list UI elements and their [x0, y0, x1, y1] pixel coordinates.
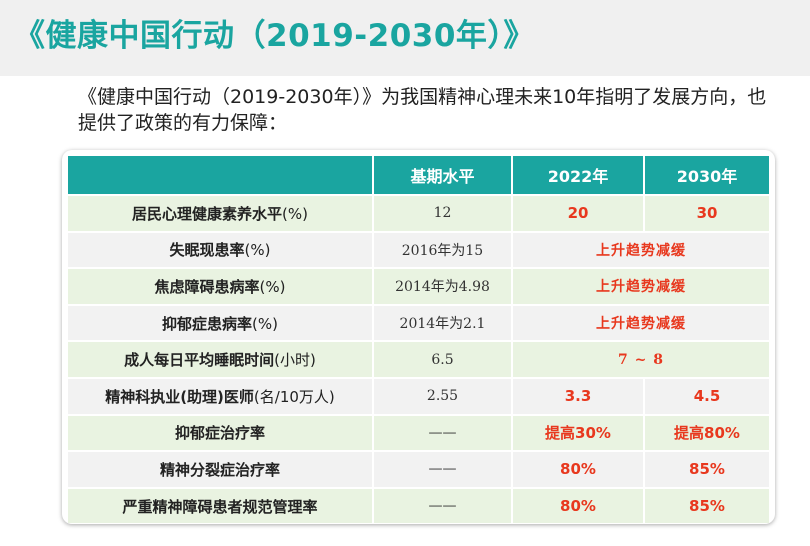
target-2030-cell: 4.5 [644, 376, 769, 415]
indicator-unit: (%) [259, 277, 286, 296]
table-row: 焦虑障碍患病率(%) 2014年为4.98 上升趋势减缓 [68, 267, 769, 305]
baseline-cell: 2014年为4.98 [373, 267, 513, 305]
table-row: 居民心理健康素养水平(%) 12 20 30 [68, 194, 769, 232]
indicator-name: 抑郁症治疗率 [174, 424, 265, 443]
slide-title: 《健康中国行动（2019-2030年）》 [14, 18, 535, 54]
target-2022-cell: 3.3 [512, 376, 645, 415]
indicator-name: 失眠现患率 [169, 241, 245, 260]
table-header-row: 基期水平 2022年 2030年 [68, 156, 769, 195]
row-label-cell: 居民心理健康素养水平(%) [68, 194, 374, 232]
target-trend-cell: 上升趋势减缓 [512, 267, 769, 305]
target-2030-cell: 30 [644, 194, 769, 232]
baseline-cell: —— [373, 450, 513, 488]
baseline-cell: 12 [373, 194, 513, 232]
indicator-name: 焦虑障碍患病率 [154, 277, 260, 296]
baseline-cell: —— [373, 413, 513, 452]
target-2030-cell: 提高80% [644, 413, 769, 452]
indicator-name: 精神分裂症治疗率 [159, 460, 280, 479]
table-row: 精神分裂症治疗率 —— 80% 85% [68, 450, 769, 488]
row-label-cell: 严重精神障碍患者规范管理率 [68, 486, 374, 524]
target-2022-cell: 提高30% [512, 413, 645, 452]
indicator-unit: (%) [282, 204, 308, 223]
target-2022-cell: 80% [512, 486, 645, 524]
table-row: 严重精神障碍患者规范管理率 —— 80% 85% [68, 486, 769, 524]
indicator-unit: (%) [252, 314, 278, 333]
header-2030: 2030年 [644, 156, 769, 195]
table-row: 抑郁症患病率(%) 2014年为2.1 上升趋势减缓 [68, 303, 769, 342]
baseline-cell: 2.55 [373, 376, 513, 415]
row-label-cell: 成人每日平均睡眠时间(小时) [68, 340, 374, 378]
title-band [0, 0, 810, 76]
indicator-name: 居民心理健康素养水平 [132, 204, 283, 223]
indicator-table-card: 基期水平 2022年 2030年 居民心理健康素养水平(%) 12 20 30 失眠现患… [62, 150, 775, 524]
row-label-cell: 精神科执业(助理)医师(名/10万人) [68, 376, 374, 415]
indicator-unit: (名/10万人) [253, 387, 335, 406]
indicator-name: 成人每日平均睡眠时间 [124, 351, 275, 370]
header-2022: 2022年 [512, 156, 645, 195]
intro-paragraph: 《健康中国行动（2019-2030年）》为我国精神心理未来10年指明了发展方向，… [78, 86, 767, 134]
target-2022-cell: 20 [512, 194, 645, 232]
baseline-cell: 6.5 [373, 340, 513, 378]
target-2030-cell: 85% [644, 450, 769, 488]
indicator-unit: (小时) [274, 351, 316, 370]
baseline-cell: 2016年为15 [373, 230, 513, 269]
indicator-unit: (%) [244, 241, 271, 260]
header-indicator [68, 156, 374, 195]
row-label-cell: 焦虑障碍患病率(%) [68, 267, 374, 305]
indicator-name: 严重精神障碍患者规范管理率 [122, 497, 318, 516]
row-label-cell: 失眠现患率(%) [68, 230, 374, 269]
target-2022-cell: 80% [512, 450, 645, 488]
target-trend-cell: 上升趋势减缓 [512, 303, 769, 342]
indicator-name: 抑郁症患病率 [162, 314, 253, 333]
target-trend-cell: 上升趋势减缓 [512, 230, 769, 269]
baseline-cell: —— [373, 486, 513, 524]
target-trend-cell: 7 ~ 8 [512, 340, 769, 378]
table-body: 居民心理健康素养水平(%) 12 20 30 失眠现患率(%) 2016年为15 上升趋势减… [68, 194, 769, 524]
table-row: 成人每日平均睡眠时间(小时) 6.5 7 ~ 8 [68, 340, 769, 378]
table-row: 精神科执业(助理)医师(名/10万人) 2.55 3.3 4.5 [68, 376, 769, 415]
header-baseline: 基期水平 [373, 156, 513, 195]
row-label-cell: 抑郁症治疗率 [68, 413, 374, 452]
target-2030-cell: 85% [644, 486, 769, 524]
row-label-cell: 抑郁症患病率(%) [68, 303, 374, 342]
table-row: 失眠现患率(%) 2016年为15 上升趋势减缓 [68, 230, 769, 269]
table-row: 抑郁症治疗率 —— 提高30% 提高80% [68, 413, 769, 452]
indicator-table: 基期水平 2022年 2030年 居民心理健康素养水平(%) 12 20 30 失眠现患… [68, 156, 769, 524]
row-label-cell: 精神分裂症治疗率 [68, 450, 374, 488]
indicator-name: 精神科执业(助理)医师 [105, 387, 254, 406]
baseline-cell: 2014年为2.1 [373, 303, 513, 342]
